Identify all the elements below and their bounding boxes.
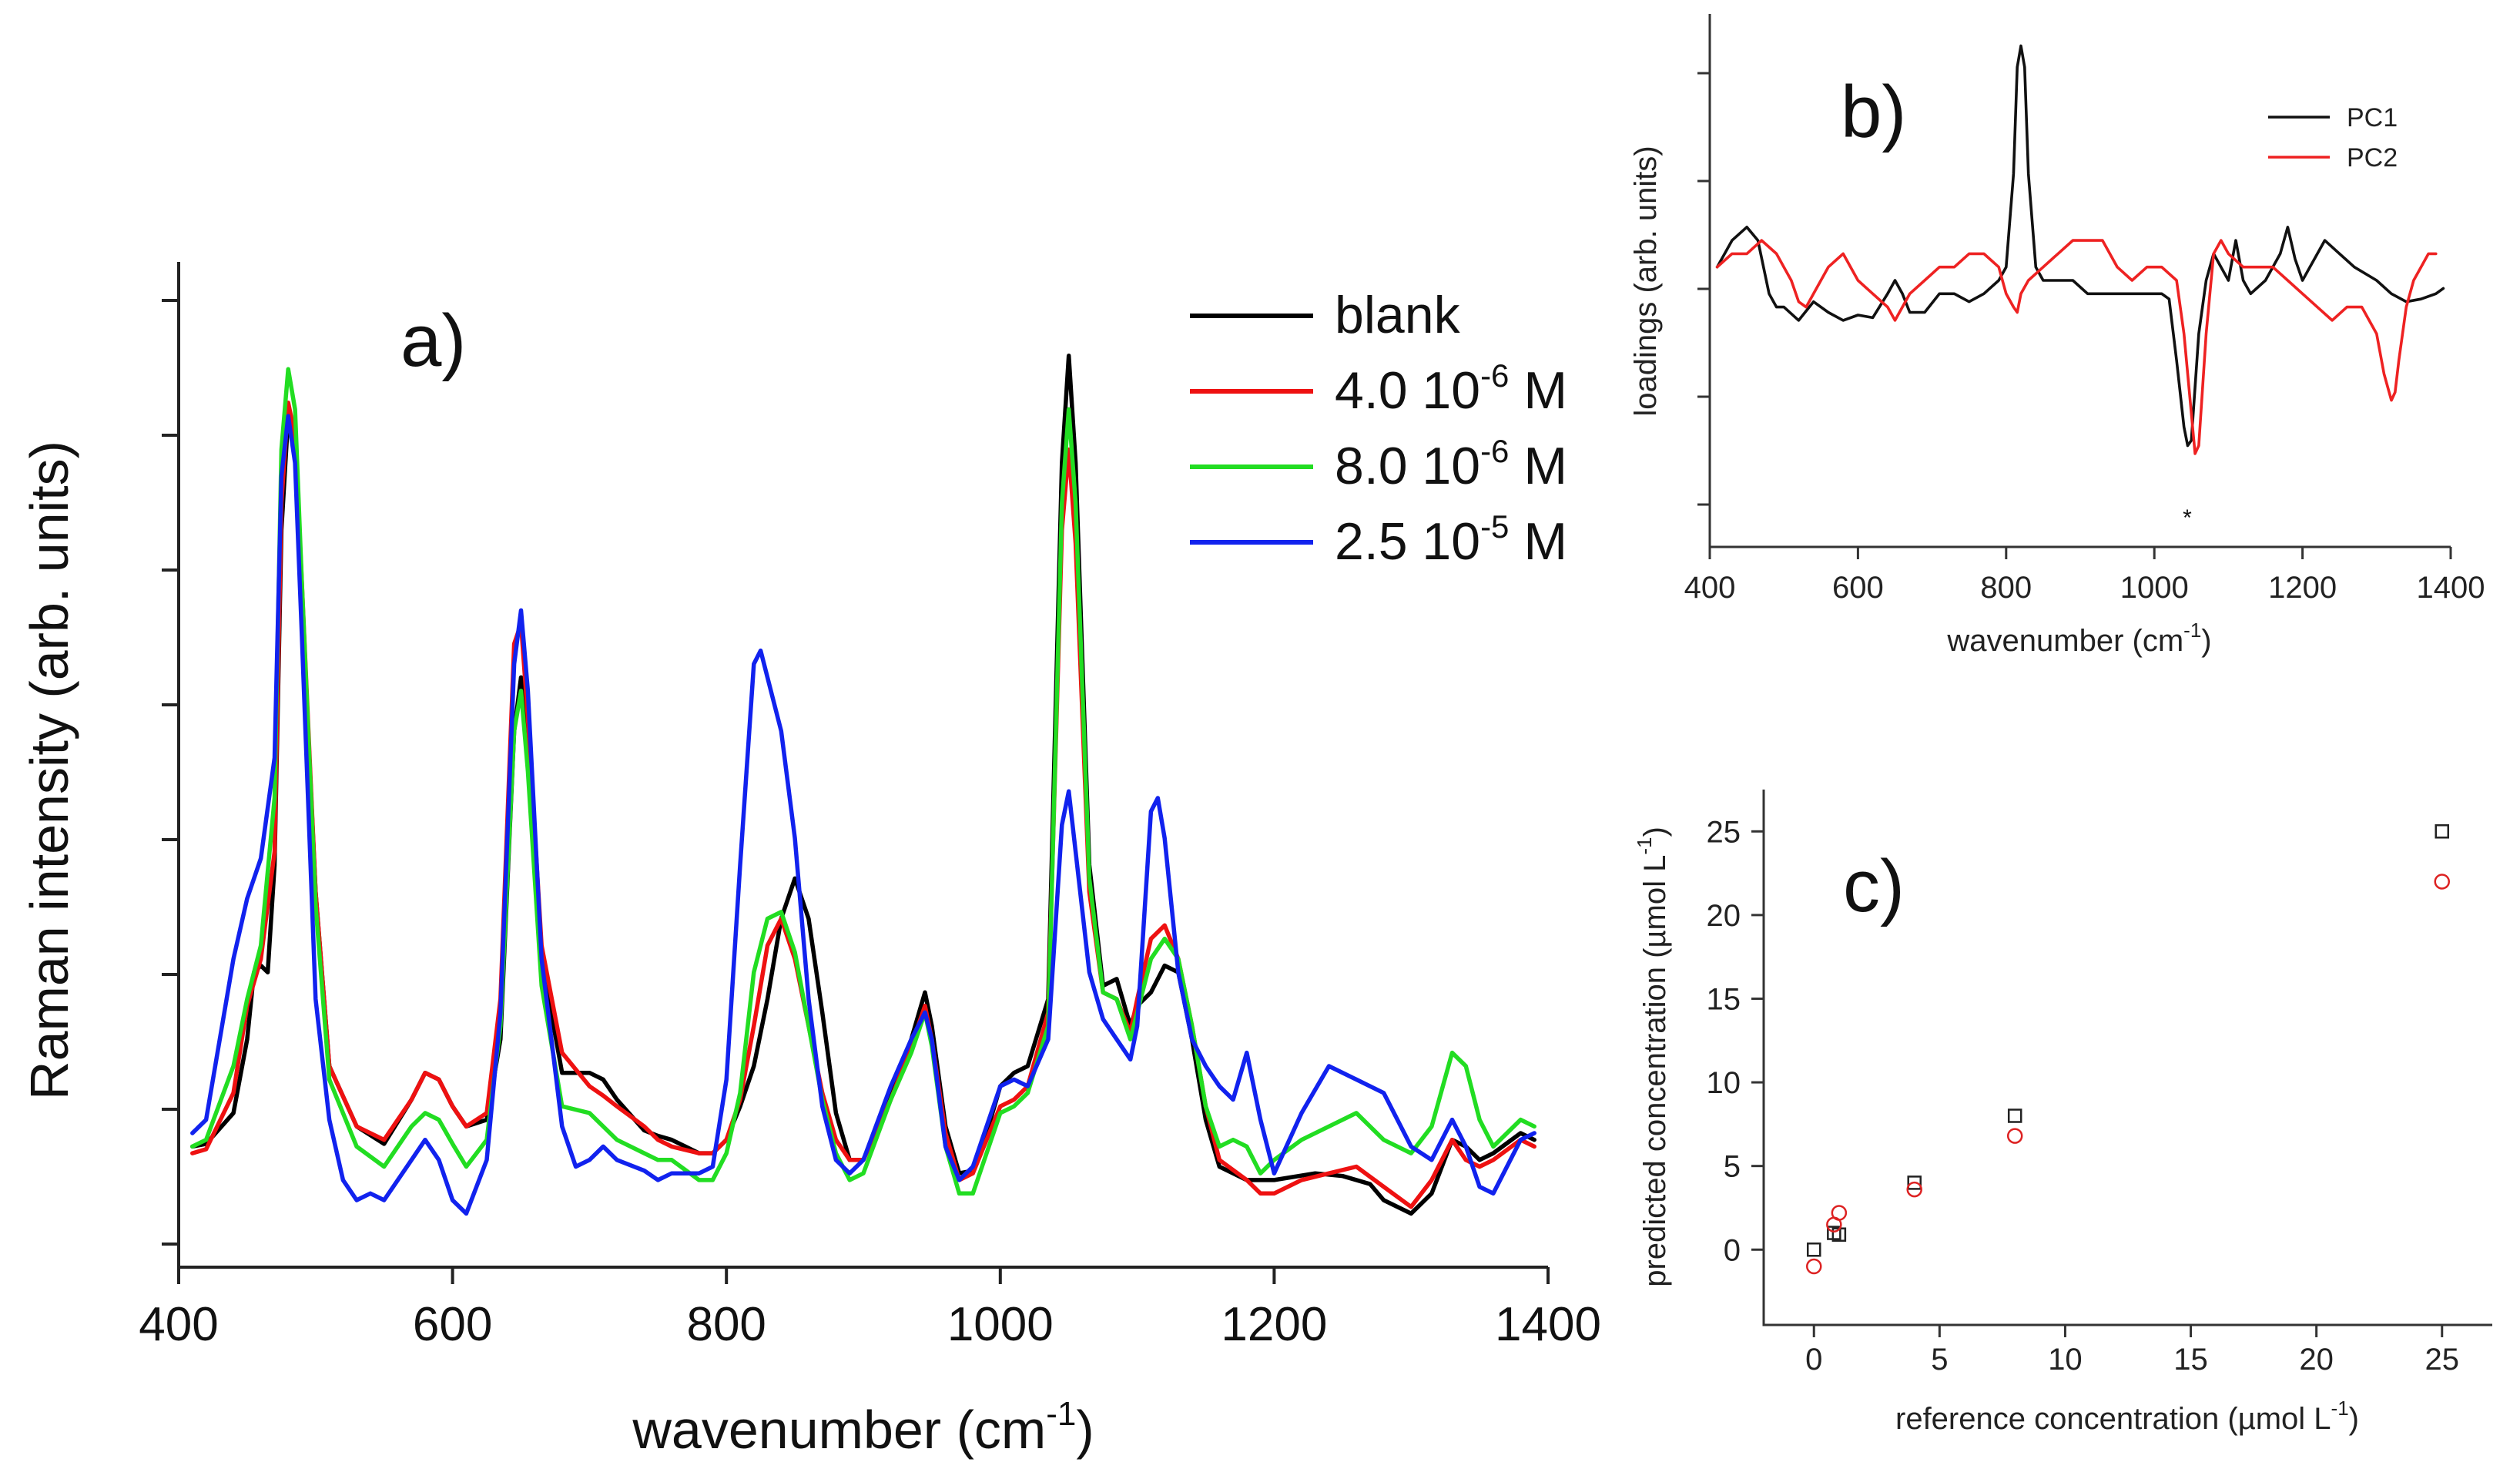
legend-label-2.5e-5: 2.5 10-5 M [1335, 508, 1567, 571]
panel-b-series-pc1 [1715, 44, 2445, 448]
panel-c-x-tick-label: 0 [1805, 1343, 1822, 1377]
panel-c-x-tick-label: 5 [1931, 1343, 1948, 1377]
panel-b-x-tick-label: 1000 [2120, 571, 2189, 605]
panel-c-x-ticks: 0 5 10 15 20 25 [1805, 1325, 2459, 1377]
panel-c-point-square [2007, 1108, 2022, 1123]
panel-b: 400 600 800 1000 1200 1400 b) * wavenumber (c… [1629, 14, 2485, 658]
panel-a-x-tick-label: 400 [139, 1298, 218, 1351]
legend-label-pc1: PC1 [2347, 103, 2398, 132]
panel-b-x-tick-label: 1200 [2268, 571, 2337, 605]
panel-b-x-tick-label: 600 [1832, 571, 1884, 605]
panel-c-axis-frame [1762, 790, 2492, 1326]
panel-c-x-tick-label: 20 [2299, 1343, 2334, 1377]
panel-a-letter: a) [400, 300, 466, 382]
panel-c-point-square [1827, 1226, 1841, 1240]
panel-a-y-ticks [162, 299, 179, 1246]
panel-a-y-axis-label: Raman intensity (arb. units) [19, 441, 79, 1100]
legend-label-pc2: PC2 [2347, 143, 2398, 173]
panel-b-y-ticks [1697, 72, 1710, 506]
panel-c-x-axis-label: reference concentration (µmol L-1) [1895, 1397, 2359, 1436]
panel-b-x-tick-label: 800 [1980, 571, 2032, 605]
panel-c-point-circle [2434, 874, 2451, 890]
panel-c: 0 5 10 15 20 25 0 5 10 15 20 25 c) reference conce… [1633, 790, 2492, 1436]
legend-label-4e-6: 4.0 10-6 M [1335, 357, 1567, 420]
panel-c-y-axis-label: predicted concentration (µmol L-1) [1633, 827, 1672, 1287]
panel-a-x-tick-label: 800 [686, 1298, 766, 1351]
legend-label-blank: blank [1335, 286, 1461, 344]
panel-a-legend: blank 4.0 10-6 M 8.0 10-6 M 2.5 10-5 M [1190, 286, 1567, 571]
panel-b-series-pc2 [1715, 239, 2438, 455]
panel-c-series-group [1805, 824, 2451, 1275]
panel-c-x-tick-label: 10 [2048, 1343, 2083, 1377]
panel-c-letter: c) [1843, 845, 1905, 927]
panel-a: 400 600 800 1000 1200 1400 a) wavenumber (cm-… [19, 262, 1601, 1460]
panel-b-legend: PC1 PC2 [2268, 103, 2398, 173]
panel-a-series-blank [190, 354, 1536, 1216]
panel-b-x-tick-label: 1400 [2417, 571, 2485, 605]
panel-a-series-8-0-10-6 [190, 367, 1536, 1196]
legend-label-8e-6: 8.0 10-6 M [1335, 433, 1567, 495]
panel-c-y-tick-label: 15 [1707, 982, 1741, 1016]
panel-c-x-tick-label: 25 [2425, 1343, 2460, 1377]
panel-c-y-tick-label: 20 [1707, 899, 1741, 933]
panel-c-point-square [2435, 824, 2450, 839]
panel-a-x-tick-label: 600 [413, 1298, 492, 1351]
panel-c-y-ticks: 0 5 10 15 20 25 [1707, 815, 1764, 1267]
panel-b-series-group [1715, 44, 2445, 455]
panel-b-x-tick-label: 400 [1684, 571, 1736, 605]
panel-c-point-square [1806, 1243, 1821, 1257]
panel-b-x-axis-label: wavenumber (cm-1) [1946, 619, 2211, 658]
panel-c-point-square [1907, 1175, 1922, 1190]
panel-b-x-ticks: 400 600 800 1000 1200 1400 [1684, 547, 2485, 605]
panel-a-series-2-5-10-5 [190, 414, 1536, 1216]
panel-c-point-circle [2006, 1128, 2023, 1144]
panel-c-y-tick-label: 5 [1724, 1150, 1741, 1184]
panel-a-x-axis-label: wavenumber (cm-1) [632, 1395, 1094, 1460]
panel-a-series-group [190, 354, 1536, 1216]
panel-a-x-tick-label: 1200 [1221, 1298, 1327, 1351]
panel-a-x-tick-label: 1400 [1495, 1298, 1601, 1351]
panel-a-x-tick-label: 1000 [947, 1298, 1054, 1351]
panel-a-x-ticks: 400 600 800 1000 1200 1400 [139, 1267, 1601, 1351]
panel-b-letter: b) [1841, 71, 1906, 153]
panel-c-y-tick-label: 25 [1707, 815, 1741, 849]
panel-b-y-axis-label: loadings (arb. units) [1629, 146, 1663, 416]
panel-c-point-circle [1805, 1258, 1822, 1275]
panel-c-x-tick-label: 15 [2173, 1343, 2208, 1377]
panel-a-series-4-0-10-6 [190, 400, 1536, 1209]
panel-c-y-tick-label: 0 [1724, 1233, 1741, 1267]
panel-b-asterisk-annotation: * [2183, 505, 2192, 531]
panel-c-y-tick-label: 10 [1707, 1066, 1741, 1100]
panel-c-point-circle [1831, 1205, 1848, 1221]
panel-c-point-circle [1906, 1181, 1922, 1198]
